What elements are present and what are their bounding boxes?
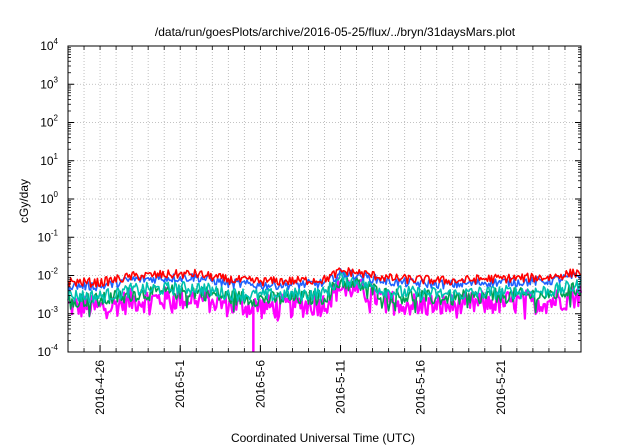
y-tick-label: 102 — [40, 114, 58, 130]
y-tick-label: 10-3 — [38, 305, 59, 321]
y-tick-label: 104 — [40, 37, 58, 53]
tick-marks — [68, 45, 581, 353]
series-layer — [67, 267, 583, 352]
y-tick-label: 10-2 — [38, 267, 59, 283]
y-tick-label: 10-4 — [38, 343, 59, 359]
y-tick-label: 103 — [40, 75, 58, 91]
x-tick-label: 2016-5-6 — [253, 360, 267, 408]
y-tick-label: 10-1 — [38, 228, 59, 244]
x-tick-label: 2016-5-21 — [494, 360, 508, 415]
chart-title: /data/run/goesPlots/archive/2016-05-25/f… — [155, 25, 516, 39]
x-axis-label: Coordinated Universal Time (UTC) — [231, 431, 415, 445]
series-line-1 — [67, 268, 582, 292]
y-tick-label: 101 — [40, 152, 58, 168]
y-axis-label: cGy/day — [17, 179, 31, 223]
x-tick-label: 2016-4-26 — [93, 360, 107, 415]
x-tick-label: 2016-5-1 — [173, 360, 187, 408]
y-tick-labels: 10-4 10-3 10-2 10-1 100 101 102 103 104 — [38, 37, 59, 359]
x-tick-label: 2016-5-11 — [334, 360, 348, 414]
x-tick-labels: 2016-4-26 2016-5-1 2016-5-6 2016-5-11 2016-5… — [93, 360, 508, 415]
x-tick-label: 2016-5-16 — [414, 360, 428, 415]
series-line-2 — [67, 271, 582, 304]
series-line-0 — [67, 267, 582, 288]
series-line-4 — [67, 276, 583, 322]
y-tick-label: 100 — [40, 190, 58, 206]
